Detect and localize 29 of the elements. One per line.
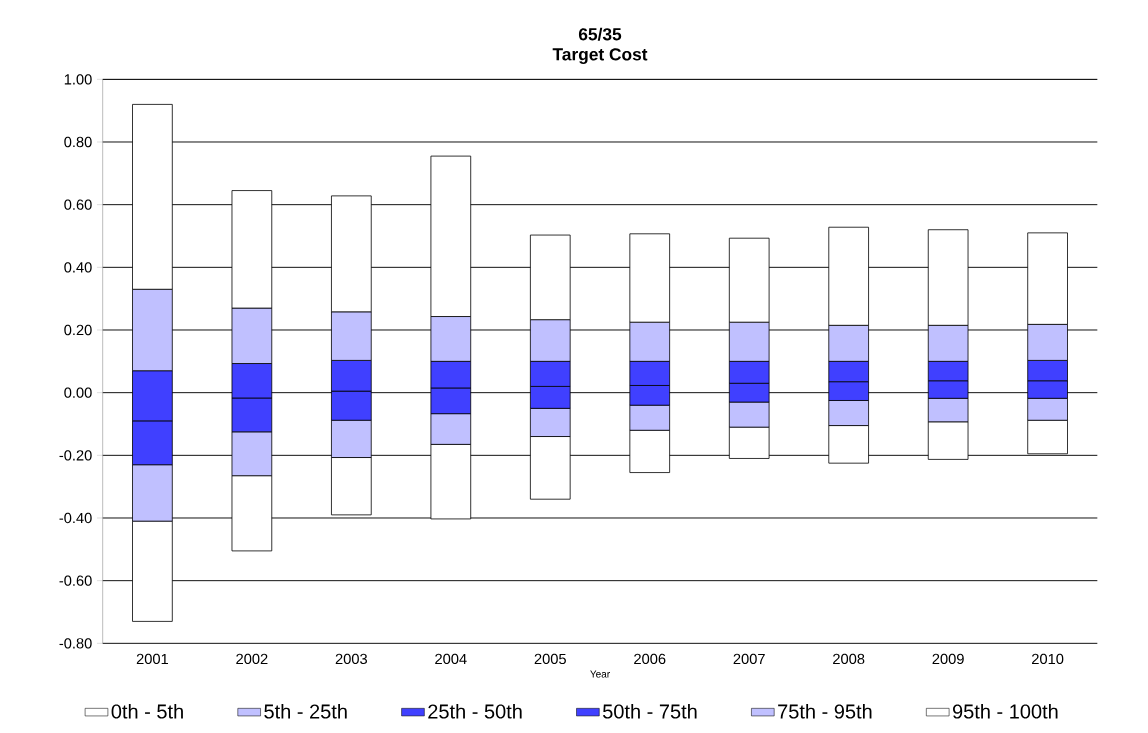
- x-tick-label: 2004: [435, 653, 467, 664]
- x-tick-label: 2003: [335, 653, 367, 664]
- y-tick-label: -0.60: [59, 575, 92, 586]
- legend-label: 75th - 95th: [778, 703, 872, 719]
- chart-subtitle: Target Cost: [552, 48, 648, 64]
- y-tick-label: -0.80: [59, 638, 92, 649]
- y-tick-label: 1.00: [64, 74, 92, 85]
- x-tick-label: 2005: [534, 653, 566, 664]
- y-tick-label: 0.60: [64, 199, 92, 210]
- x-axis-title: Year: [590, 670, 610, 678]
- y-tick-label: 0.40: [64, 262, 92, 273]
- x-tick-label: 2009: [932, 653, 964, 664]
- x-tick-label: 2002: [236, 653, 268, 664]
- x-tick-label: 2010: [1032, 653, 1064, 664]
- x-tick-label: 2008: [833, 653, 865, 664]
- y-tick-label: -0.40: [59, 512, 92, 524]
- chart-title: 65/35: [578, 27, 622, 41]
- legend-label: 0th - 5th: [111, 703, 183, 719]
- legend-label: 95th - 100th: [952, 703, 1058, 719]
- y-tick-label: 0.00: [64, 387, 92, 398]
- x-tick-label: 2006: [634, 653, 666, 664]
- legend-label: 5th - 25th: [264, 703, 347, 719]
- legend-label: 50th - 75th: [603, 703, 697, 719]
- y-tick-label: 0.80: [64, 136, 92, 148]
- x-tick-label: 2001: [136, 653, 168, 664]
- legend-label: 25th - 50th: [428, 703, 522, 719]
- x-tick-label: 2007: [733, 653, 765, 664]
- y-tick-label: -0.20: [59, 450, 92, 461]
- y-tick-label: 0.20: [64, 324, 92, 336]
